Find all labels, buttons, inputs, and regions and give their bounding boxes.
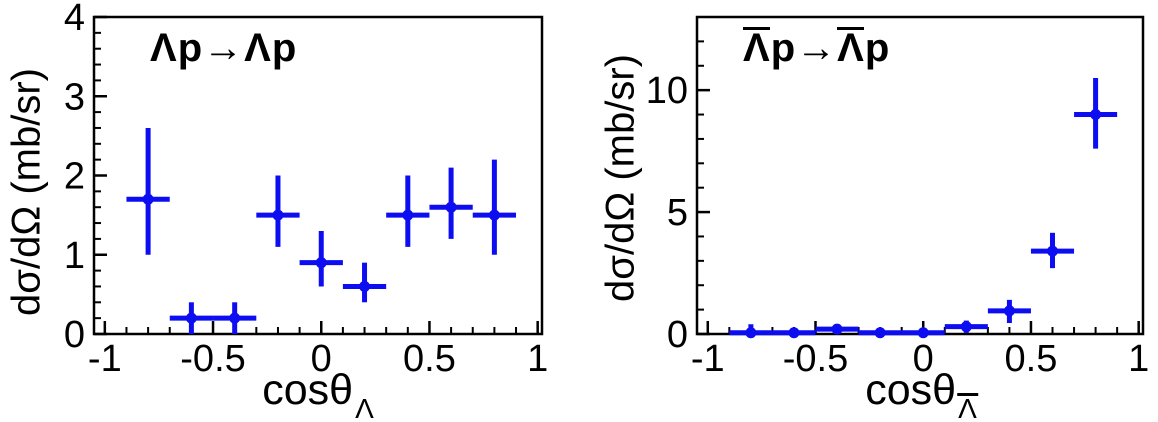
left-reaction-label: Λp→Λp bbox=[150, 26, 297, 71]
data-marker bbox=[185, 312, 197, 324]
data-point bbox=[815, 323, 859, 335]
y-tick-label: 4 bbox=[64, 0, 85, 39]
data-marker bbox=[831, 323, 843, 335]
left-y-axis-title: dσ/dΩ (mb/sr) bbox=[4, 68, 49, 316]
particle-symbol: p bbox=[271, 26, 298, 70]
data-point bbox=[987, 299, 1031, 324]
particle-symbol: p bbox=[177, 26, 204, 70]
data-marker bbox=[874, 327, 886, 339]
data-marker bbox=[488, 209, 500, 221]
data-marker bbox=[142, 193, 154, 205]
right-x-axis-title-subscript: Λ bbox=[957, 393, 978, 422]
right-plot-panel: -1 -0.5 0 0.5 1 0 5 10 Λp→Λp dσ/dΩ (mb/sr) cosθ… bbox=[579, 0, 1158, 422]
data-point bbox=[342, 262, 387, 303]
particle-symbol: → bbox=[796, 26, 838, 70]
data-point bbox=[472, 159, 517, 255]
x-tick-label: -1 bbox=[88, 338, 122, 380]
data-marker bbox=[315, 257, 327, 269]
data-marker bbox=[960, 321, 972, 333]
data-point bbox=[772, 327, 816, 339]
particle-symbol: Λ bbox=[150, 26, 178, 70]
left-plot-canvas: -1 -0.5 0 0.5 1 0 1 2 3 4 bbox=[64, 0, 548, 380]
particle-symbol: p bbox=[864, 26, 891, 70]
data-point bbox=[213, 302, 257, 334]
x-tick-label: 1 bbox=[1128, 338, 1149, 380]
y-tick-label: 1 bbox=[64, 235, 85, 277]
x-tick-label: 0 bbox=[311, 338, 332, 380]
left-x-axis-title-main: cosθ bbox=[262, 366, 354, 414]
particle-symbol: Λ bbox=[743, 26, 771, 70]
x-tick-label: -0.5 bbox=[783, 338, 848, 380]
y-tick-label: 0 bbox=[64, 314, 85, 356]
particle-symbol: Λ bbox=[244, 26, 272, 70]
x-tick-label: 1 bbox=[527, 338, 548, 380]
data-point bbox=[299, 230, 343, 287]
data-point bbox=[729, 324, 773, 339]
data-point bbox=[1030, 232, 1075, 269]
y-tick-label: 10 bbox=[646, 70, 688, 112]
y-tick-label: 3 bbox=[64, 76, 85, 118]
particle-symbol: p bbox=[770, 26, 797, 70]
data-marker bbox=[1047, 245, 1059, 257]
x-tick-label: -1 bbox=[691, 338, 725, 380]
right-y-axis-title: dσ/dΩ (mb/sr) bbox=[598, 54, 643, 302]
left-x-axis-title-subscript: Λ bbox=[355, 393, 374, 422]
data-point bbox=[901, 327, 945, 339]
y-tick-label: 0 bbox=[667, 314, 688, 356]
x-tick-label: -0.5 bbox=[180, 338, 245, 380]
particle-symbol: → bbox=[203, 26, 245, 70]
data-point bbox=[126, 127, 170, 255]
data-point bbox=[386, 175, 430, 247]
data-marker bbox=[402, 209, 414, 221]
data-points bbox=[729, 77, 1118, 339]
x-tick-label: 0.5 bbox=[403, 338, 456, 380]
data-marker bbox=[788, 327, 800, 339]
x-tick-label: 0.5 bbox=[1005, 338, 1058, 380]
data-point bbox=[429, 167, 473, 239]
data-marker bbox=[445, 201, 457, 213]
left-plot-panel: -1 -0.5 0 0.5 1 0 1 2 3 4 Λp→Λp dσ/dΩ (mb/sr) cos… bbox=[4, 0, 549, 422]
data-point bbox=[944, 320, 988, 333]
data-marker bbox=[1003, 305, 1015, 317]
right-x-axis-title-main: cosθ bbox=[865, 366, 957, 414]
left-x-axis-title: cosθΛ bbox=[262, 366, 374, 422]
data-marker bbox=[359, 280, 371, 292]
y-tick-label: 5 bbox=[667, 192, 688, 234]
data-points bbox=[126, 127, 517, 334]
y-tick-label: 2 bbox=[64, 156, 85, 198]
data-marker bbox=[1090, 109, 1102, 121]
data-marker bbox=[745, 327, 757, 339]
right-reaction-label: Λp→Λp bbox=[743, 26, 890, 71]
data-point bbox=[858, 327, 902, 339]
plot-frame bbox=[92, 15, 544, 336]
right-x-axis-title: cosθΛ bbox=[865, 366, 978, 422]
data-marker bbox=[229, 312, 241, 324]
particle-symbol: Λ bbox=[837, 26, 865, 70]
x-tick-label: 0 bbox=[913, 338, 934, 380]
data-point bbox=[169, 302, 214, 334]
axes: -1 -0.5 0 0.5 1 0 1 2 3 4 bbox=[64, 0, 548, 380]
data-marker bbox=[917, 327, 929, 339]
data-point bbox=[1074, 77, 1118, 149]
data-marker bbox=[272, 209, 284, 221]
data-point bbox=[256, 175, 300, 247]
